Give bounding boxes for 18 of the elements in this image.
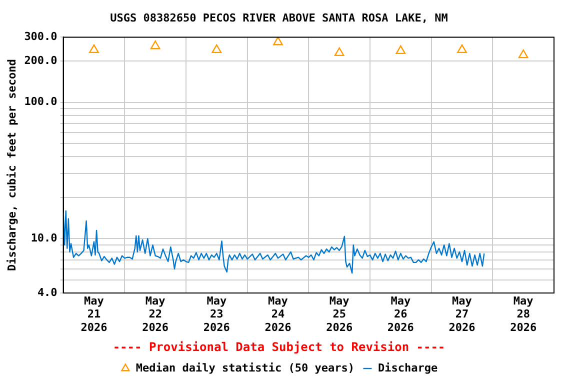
chart-title: USGS 08382650 PECOS RIVER ABOVE SANTA ROSA LAKE, NM — [110, 11, 448, 24]
y-tick-label: 4.0 — [37, 286, 58, 299]
text: ---- Provisional Data Subject to Revision ---- — [112, 340, 446, 354]
x-tick-label: May 24 2026 — [264, 294, 292, 334]
x-tick-label: May 25 2026 — [326, 294, 353, 334]
x-tick-label: May 27 2026 — [448, 294, 476, 334]
x-tick-label: May 23 2026 — [203, 294, 230, 334]
legend-label: Median daily statistic (50 years) — [136, 361, 354, 374]
x-tick-label: May 26 2026 — [387, 294, 414, 334]
y-tick-label: 10.0 — [30, 232, 58, 245]
x-tick-label: May 21 2026 — [80, 294, 108, 334]
x-tick-label: May 28 2026 — [510, 294, 537, 334]
y-axis-title: Discharge, cubic feet per second — [5, 59, 18, 272]
y-tick-label: 300.0 — [24, 30, 58, 44]
y-tick-label: 100.0 — [24, 95, 58, 108]
x-tick-label: May 22 2026 — [142, 294, 169, 334]
y-tick-label: 200.0 — [24, 54, 58, 68]
legend-label: Discharge — [378, 361, 438, 374]
